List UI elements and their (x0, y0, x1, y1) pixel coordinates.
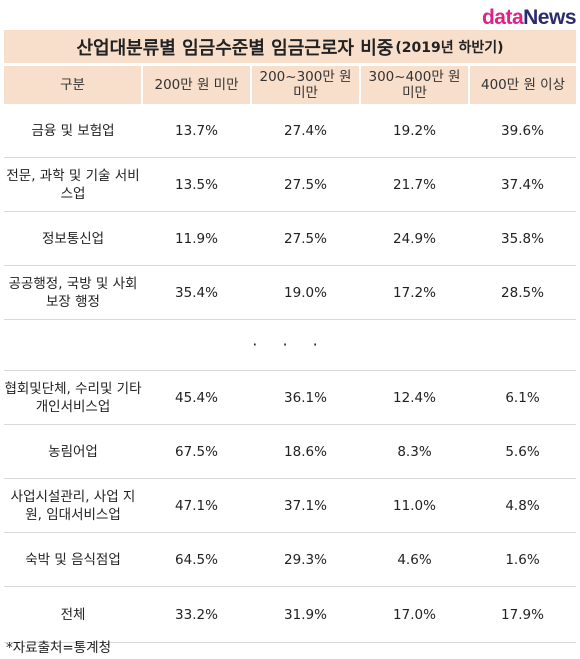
table-row: 공공행정, 국방 및 사회보장 행정 35.4% 19.0% 17.2% 28.… (4, 265, 576, 320)
title-sub: (2019년 하반기) (395, 39, 504, 56)
row-value: 45.4% (142, 370, 251, 425)
table-row: 전문, 과학 및 기술 서비스업 13.5% 27.5% 21.7% 37.4% (4, 157, 576, 212)
logo-ata: ata (494, 6, 524, 29)
row-value: 4.6% (360, 532, 469, 587)
table-row: 금융 및 보험업 13.7% 27.4% 19.2% 39.6% (4, 104, 576, 158)
row-value: 47.1% (142, 478, 251, 533)
header-200-300: 200~300만 원 미만 (251, 66, 361, 104)
row-value: 28.5% (469, 265, 576, 320)
row-value: 12.4% (360, 370, 469, 425)
header-over-400: 400만 원 이상 (469, 66, 576, 104)
row-value: 35.4% (142, 265, 251, 320)
table-row: 정보통신업 11.9% 27.5% 24.9% 35.8% (4, 211, 576, 266)
row-value: 19.2% (360, 104, 469, 158)
row-value: 19.0% (251, 265, 360, 320)
table-title: 산업대분류별 임금수준별 임금근로자 비중 (2019년 하반기) (4, 30, 576, 63)
row-category: 정보통신업 (4, 211, 142, 266)
row-value: 17.2% (360, 265, 469, 320)
wage-table: 구분 200만 원 미만 200~300만 원 미만 300~400만 원 미만… (4, 66, 576, 643)
table-row: 농림어업 67.5% 18.6% 8.3% 5.6% (4, 424, 576, 479)
table-row: 협회및단체, 수리및 기타개인서비스업 45.4% 36.1% 12.4% 6.… (4, 370, 576, 425)
row-value: 64.5% (142, 532, 251, 587)
row-category: 사업시설관리, 사업 지원, 임대서비스업 (4, 478, 142, 533)
row-value: 37.4% (469, 157, 576, 212)
row-category: 숙박 및 음식점업 (4, 532, 142, 587)
total-category: 전체 (4, 586, 142, 643)
row-category: 전문, 과학 및 기술 서비스업 (4, 157, 142, 212)
row-value: 13.5% (142, 157, 251, 212)
row-value: 13.7% (142, 104, 251, 158)
row-value: 37.1% (251, 478, 360, 533)
row-category: 협회및단체, 수리및 기타개인서비스업 (4, 370, 142, 425)
row-value: 11.0% (360, 478, 469, 533)
row-value: 27.5% (251, 211, 360, 266)
logo-news: News (523, 6, 576, 29)
source-note: *자료출처=통계청 (6, 640, 112, 656)
row-value: 18.6% (251, 424, 360, 479)
row-value: 29.3% (251, 532, 360, 587)
row-value: 24.9% (360, 211, 469, 266)
datanews-logo: dataNews (481, 6, 577, 30)
row-category: 공공행정, 국방 및 사회보장 행정 (4, 265, 142, 320)
header-under-200: 200만 원 미만 (142, 66, 252, 104)
total-value: 31.9% (251, 586, 360, 643)
row-value: 39.6% (469, 104, 576, 158)
ellipsis: · · · (4, 319, 576, 371)
row-value: 67.5% (142, 424, 251, 479)
row-value: 5.6% (469, 424, 576, 479)
row-value: 21.7% (360, 157, 469, 212)
title-main: 산업대분류별 임금수준별 임금근로자 비중 (76, 37, 394, 59)
total-value: 33.2% (142, 586, 251, 643)
total-value: 17.9% (469, 586, 576, 643)
row-value: 1.6% (469, 532, 576, 587)
header-category: 구분 (4, 66, 143, 104)
row-value: 6.1% (469, 370, 576, 425)
header-300-400: 300~400만 원 미만 (360, 66, 470, 104)
row-value: 8.3% (360, 424, 469, 479)
total-row: 전체 33.2% 31.9% 17.0% 17.9% (4, 586, 576, 643)
row-value: 27.4% (251, 104, 360, 158)
logo-d: d (481, 6, 495, 29)
table-row: 숙박 및 음식점업 64.5% 29.3% 4.6% 1.6% (4, 532, 576, 587)
header-row: 구분 200만 원 미만 200~300만 원 미만 300~400만 원 미만… (4, 66, 576, 104)
total-value: 17.0% (360, 586, 469, 643)
table-row: 사업시설관리, 사업 지원, 임대서비스업 47.1% 37.1% 11.0% … (4, 478, 576, 533)
row-value: 27.5% (251, 157, 360, 212)
row-category: 농림어업 (4, 424, 142, 479)
row-value: 4.8% (469, 478, 576, 533)
row-value: 11.9% (142, 211, 251, 266)
row-category: 금융 및 보험업 (4, 104, 142, 158)
row-value: 35.8% (469, 211, 576, 266)
ellipsis-row: · · · (4, 319, 576, 371)
row-value: 36.1% (251, 370, 360, 425)
